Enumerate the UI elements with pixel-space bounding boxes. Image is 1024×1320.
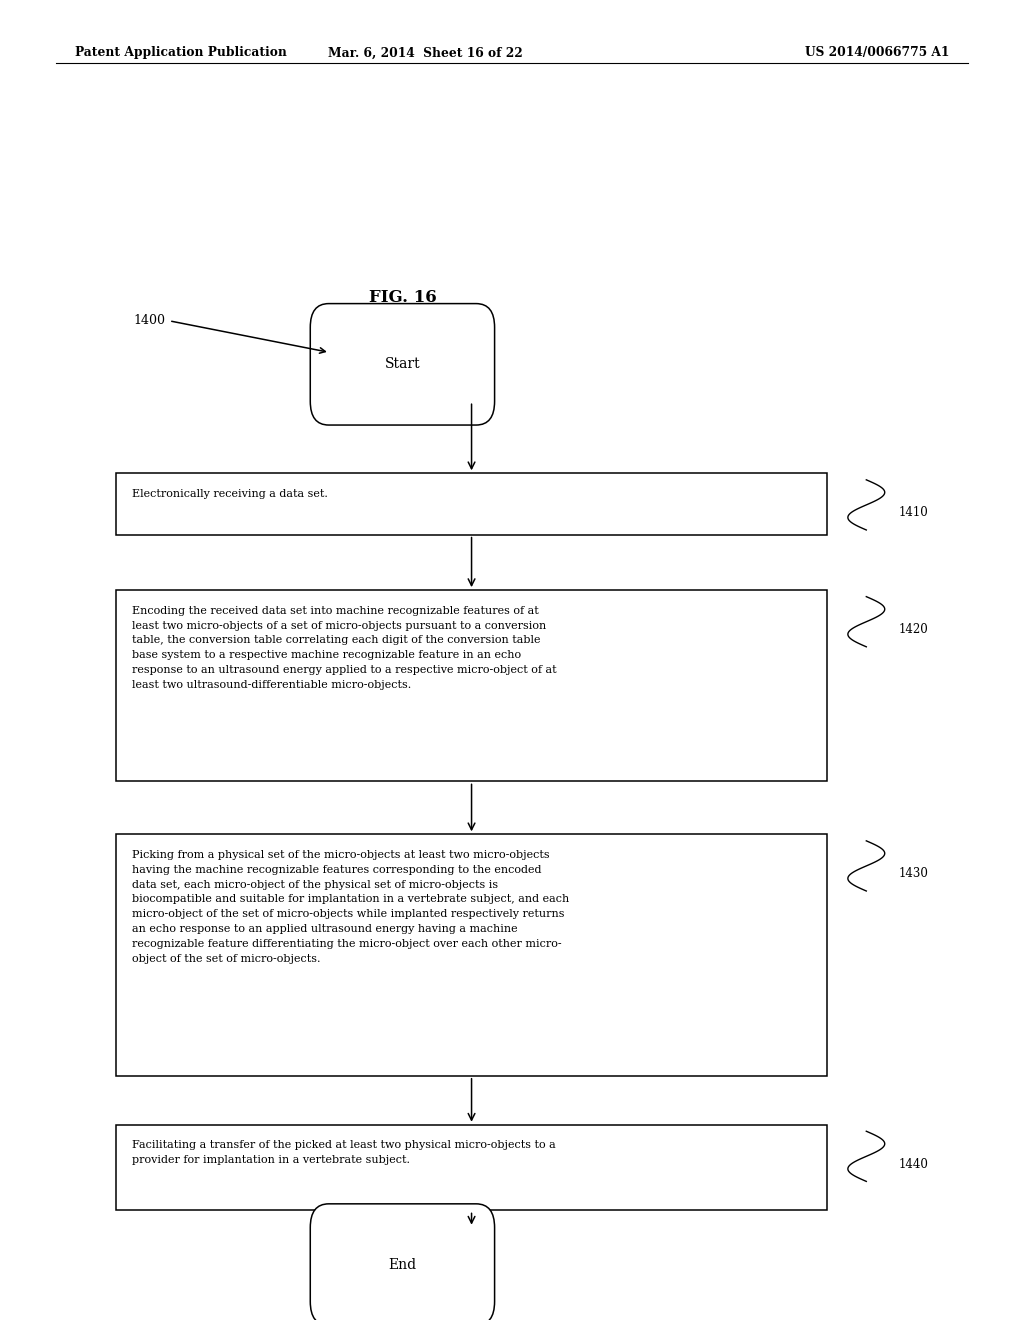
Text: 1410: 1410 [899, 507, 929, 519]
Text: Encoding the received data set into machine recognizable features of at
least tw: Encoding the received data set into mach… [132, 606, 557, 690]
Text: Facilitating a transfer of the picked at least two physical micro-objects to a
p: Facilitating a transfer of the picked at… [132, 1140, 556, 1166]
Text: 1430: 1430 [899, 867, 929, 880]
Text: 1420: 1420 [899, 623, 929, 636]
Text: Picking from a physical set of the micro-objects at least two micro-objects
havi: Picking from a physical set of the micro… [132, 850, 569, 964]
Text: FIG. 16: FIG. 16 [369, 289, 436, 305]
Text: Electronically receiving a data set.: Electronically receiving a data set. [132, 490, 328, 499]
Text: Patent Application Publication: Patent Application Publication [75, 46, 287, 59]
Text: Start: Start [385, 358, 420, 371]
Bar [116, 590, 827, 781]
FancyBboxPatch shape [310, 1204, 495, 1320]
Bar [116, 834, 827, 1076]
Bar [116, 474, 827, 535]
Text: 1440: 1440 [899, 1158, 929, 1171]
Text: US 2014/0066775 A1: US 2014/0066775 A1 [805, 46, 949, 59]
Text: 1400: 1400 [133, 314, 165, 327]
Bar [116, 1125, 827, 1210]
FancyBboxPatch shape [310, 304, 495, 425]
Text: Mar. 6, 2014  Sheet 16 of 22: Mar. 6, 2014 Sheet 16 of 22 [328, 46, 522, 59]
Text: End: End [388, 1258, 417, 1271]
